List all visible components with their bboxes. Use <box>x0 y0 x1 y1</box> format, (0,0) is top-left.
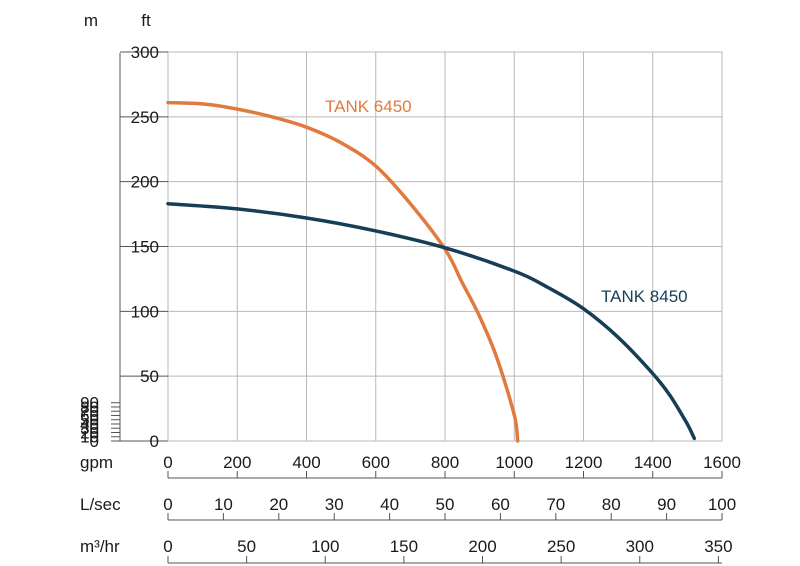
axes <box>111 51 723 564</box>
secondary-tick-label: 300 <box>626 537 654 556</box>
m-tick-label: 50 <box>80 411 99 430</box>
series-label: TANK 8450 <box>601 287 688 306</box>
secondary-tick-label: 90 <box>657 495 676 514</box>
m-tick-label: 10 <box>80 428 99 447</box>
m-tick-label: 70 <box>80 402 99 421</box>
m-tick-label: 0 <box>90 432 99 451</box>
ft-tick-label: 150 <box>131 238 159 257</box>
m-tick-label: 80 <box>80 398 99 417</box>
secondary-tick-label: 100 <box>311 537 339 556</box>
ft-tick-label: 50 <box>140 367 159 386</box>
secondary-unit-label: L/sec <box>80 495 121 514</box>
gpm-tick-label: 0 <box>163 453 172 472</box>
ft-tick-label: 300 <box>131 43 159 62</box>
gpm-tick-label: 600 <box>362 453 390 472</box>
tick-labels: 050100150200250300ft0102030405060708090m… <box>80 11 741 556</box>
series-lines <box>166 100 697 443</box>
secondary-tick-label: 0 <box>163 537 172 556</box>
secondary-tick-label: 80 <box>602 495 621 514</box>
secondary-tick-label: 100 <box>708 495 736 514</box>
series-line <box>166 201 697 441</box>
secondary-tick-label: 150 <box>390 537 418 556</box>
secondary-tick-label: 30 <box>325 495 344 514</box>
series-label: TANK 6450 <box>325 97 412 116</box>
secondary-tick-label: 40 <box>380 495 399 514</box>
secondary-unit-label: m³/hr <box>80 537 120 556</box>
gpm-tick-label: 1400 <box>634 453 672 472</box>
m-tick-label: 20 <box>80 423 99 442</box>
grid <box>167 51 723 442</box>
ft-tick-label: 200 <box>131 173 159 192</box>
gpm-tick-label: 1000 <box>495 453 533 472</box>
gpm-tick-label: 400 <box>292 453 320 472</box>
gpm-tick-label: 1600 <box>703 453 741 472</box>
m-tick-label: 60 <box>80 406 99 425</box>
ft-tick-label: 250 <box>131 108 159 127</box>
gpm-tick-label: 800 <box>431 453 459 472</box>
secondary-tick-label: 50 <box>237 537 256 556</box>
secondary-tick-label: 0 <box>163 495 172 514</box>
gpm-unit-label: gpm <box>80 453 113 472</box>
m-tick-label: 90 <box>80 394 99 413</box>
ft-tick-label: 0 <box>150 432 159 451</box>
secondary-tick-label: 10 <box>214 495 233 514</box>
secondary-tick-label: 350 <box>704 537 732 556</box>
ft-tick-label: 100 <box>131 302 159 321</box>
ft-unit-label: ft <box>141 11 151 30</box>
series-line <box>166 100 520 443</box>
secondary-tick-label: 20 <box>269 495 288 514</box>
secondary-tick-label: 200 <box>468 537 496 556</box>
secondary-tick-label: 70 <box>546 495 565 514</box>
secondary-tick-label: 60 <box>491 495 510 514</box>
m-tick-label: 30 <box>80 419 99 438</box>
m-unit-label: m <box>84 11 98 30</box>
secondary-tick-label: 50 <box>436 495 455 514</box>
secondary-tick-label: 250 <box>547 537 575 556</box>
gpm-tick-label: 1200 <box>565 453 603 472</box>
gpm-tick-label: 200 <box>223 453 251 472</box>
m-tick-label: 40 <box>80 415 99 434</box>
